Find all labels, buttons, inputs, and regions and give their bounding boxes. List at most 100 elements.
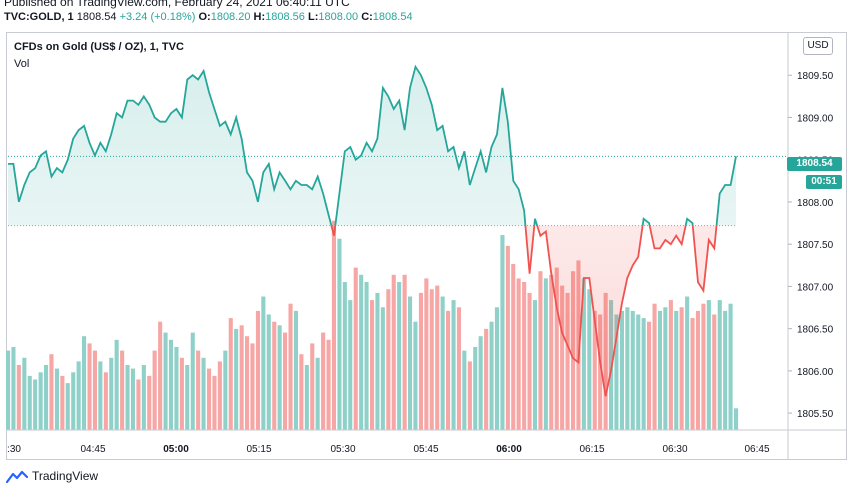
volume-bar <box>283 332 288 430</box>
volume-bar <box>636 314 641 430</box>
volume-bar <box>619 310 624 430</box>
volume-bar <box>293 310 298 430</box>
volume-bar <box>712 314 717 430</box>
y-tick-label: 1806.50 <box>797 325 834 336</box>
volume-bar <box>690 318 695 430</box>
y-tick-label: 1805.50 <box>797 409 834 420</box>
volume-bar <box>734 408 739 430</box>
volume-bar <box>54 368 59 430</box>
volume-bar <box>456 307 461 430</box>
high-label: H: <box>253 11 266 23</box>
volume-bar <box>190 332 195 430</box>
volume-bar <box>98 361 103 430</box>
volume-bar <box>196 350 201 430</box>
volume-bar <box>185 365 190 430</box>
volume-bar <box>695 310 700 430</box>
x-tick-label: 06:45 <box>744 444 769 455</box>
volume-bar <box>315 357 320 430</box>
volume-bar <box>668 300 673 430</box>
volume-bar <box>560 285 565 430</box>
volume-bar <box>331 220 336 430</box>
volume-bar <box>348 300 353 430</box>
volume-bar <box>614 314 619 430</box>
volume-bar <box>717 300 722 430</box>
volume-bar <box>239 325 244 430</box>
volume-bar <box>489 321 494 430</box>
volume-bar <box>33 379 38 430</box>
volume-bar <box>565 292 570 430</box>
tradingview-logo-icon <box>6 470 28 483</box>
volume-bar <box>641 318 646 430</box>
volume-bar <box>701 303 706 430</box>
x-tick-label: 05:30 <box>330 444 355 455</box>
volume-bars <box>6 220 739 430</box>
volume-bar <box>304 365 309 430</box>
footer-brand: TradingView <box>32 469 99 483</box>
volume-bar <box>375 292 380 430</box>
last-price: 1808.54 <box>76 11 117 23</box>
volume-bar <box>435 285 440 430</box>
volume-bar <box>71 372 76 430</box>
change-value: +3.24 (+0.18%) <box>119 11 196 23</box>
volume-bar <box>277 325 282 430</box>
y-axis: 1805.50 1806.00 1806.50 1807.00 1807.50 1808.… <box>787 33 834 459</box>
last-price-badge: 1808.54 <box>787 157 842 171</box>
x-axis: :30 04:45 05:00 05:15 05:30 05:45 06:00 06:15 06… <box>6 429 846 455</box>
x-tick-label: 06:00 <box>496 444 522 455</box>
volume-bar <box>505 245 510 430</box>
volume-bar <box>728 303 733 430</box>
volume-bar <box>212 375 217 430</box>
volume-bar <box>65 383 70 430</box>
close-label: C: <box>361 11 373 23</box>
currency-button[interactable]: USD <box>803 37 833 55</box>
volume-bar <box>234 328 239 430</box>
tradingview-logo[interactable]: TradingView <box>6 469 98 483</box>
volume-bar <box>657 310 662 430</box>
price-line <box>8 64 737 397</box>
volume-bar <box>38 372 43 430</box>
volume-bar <box>467 361 472 430</box>
volume-bar <box>391 274 396 430</box>
volume-bar <box>103 372 108 430</box>
volume-bar <box>168 339 173 430</box>
x-tick-label: 04:45 <box>80 444 105 455</box>
volume-bar <box>364 282 369 430</box>
volume-bar <box>120 350 125 430</box>
volume-bar <box>152 350 157 430</box>
volume-bar <box>543 278 548 430</box>
open-value: 1808.20 <box>210 11 251 23</box>
volume-bar <box>109 357 114 430</box>
volume-bar <box>706 300 711 430</box>
volume-bar <box>402 274 407 430</box>
y-tick-label: 1807.00 <box>797 282 834 293</box>
symbol-label: TVC:GOLD, 1 <box>4 11 74 23</box>
y-tick-label: 1808.00 <box>797 198 834 209</box>
x-tick-label: 06:30 <box>662 444 687 455</box>
area-fill-up <box>8 66 736 226</box>
volume-bar <box>228 318 233 430</box>
x-tick-label: 05:00 <box>163 444 189 455</box>
x-tick-label: 06:15 <box>579 444 604 455</box>
volume-bar <box>592 310 597 430</box>
volume-bar <box>494 307 499 430</box>
volume-bar <box>49 354 54 430</box>
volume-bar <box>679 307 684 430</box>
volume-bar <box>11 347 16 430</box>
volume-bar <box>446 310 451 430</box>
x-tick-label: 05:45 <box>413 444 438 455</box>
volume-bar <box>625 307 630 430</box>
area-fill-down <box>331 225 717 397</box>
y-tick-label: 1809.00 <box>797 113 834 124</box>
volume-bar <box>6 350 11 430</box>
volume-bar <box>250 343 255 430</box>
volume-bar <box>337 238 342 430</box>
volume-bar <box>245 336 250 430</box>
volume-bar <box>217 361 222 430</box>
volume-bar <box>326 339 331 430</box>
volume-bar <box>22 357 27 430</box>
volume-bar <box>538 271 543 430</box>
volume-bar <box>163 332 168 430</box>
low-value: 1808.00 <box>318 11 359 23</box>
volume-bar <box>397 282 402 430</box>
